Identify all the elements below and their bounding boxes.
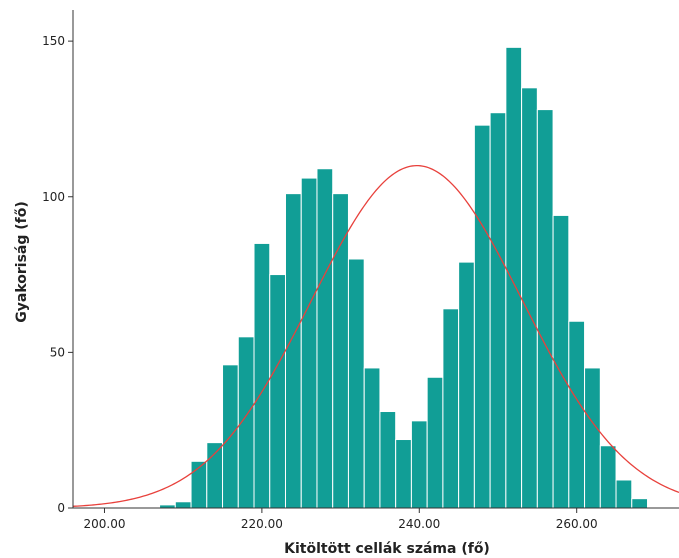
histogram-bar xyxy=(364,368,380,508)
histogram-bar xyxy=(553,215,569,508)
histogram-bar xyxy=(600,446,616,508)
histogram-bar xyxy=(537,110,553,508)
x-ticks-layer: 200.00 220.00 240.00 260.00 xyxy=(83,508,597,531)
histogram-bar xyxy=(348,259,364,508)
x-tick-label: 220.00 xyxy=(241,517,283,531)
histogram-bar xyxy=(569,321,585,508)
y-ticks-layer: 0 50 100 150 xyxy=(42,34,73,515)
bars-layer xyxy=(160,47,648,508)
y-tick-label: 150 xyxy=(42,34,65,48)
histogram-bar xyxy=(616,480,632,508)
histogram-bar xyxy=(490,113,506,508)
x-axis-title: Kitöltött cellák száma (fő) xyxy=(284,541,490,557)
histogram-bar xyxy=(301,178,317,508)
histogram-bar xyxy=(459,262,475,508)
histogram-bar xyxy=(506,47,522,508)
x-tick-label: 240.00 xyxy=(398,517,440,531)
y-axis-title: Gyakoriság (fő) xyxy=(14,201,30,323)
x-tick-label: 260.00 xyxy=(556,517,598,531)
histogram-bar xyxy=(474,125,490,508)
histogram-bar xyxy=(411,421,427,508)
histogram-bar xyxy=(396,440,412,508)
histogram-bar xyxy=(175,502,191,508)
histogram-bar xyxy=(427,377,443,508)
histogram-bar xyxy=(632,499,648,508)
histogram-bar xyxy=(207,443,223,508)
histogram-bar xyxy=(254,243,270,508)
histogram-bar xyxy=(317,169,333,508)
histogram-bar xyxy=(585,368,601,508)
y-tick-label: 50 xyxy=(50,345,65,359)
histogram-bar xyxy=(270,275,286,508)
histogram-bar xyxy=(333,194,349,508)
histogram-bar xyxy=(443,309,459,508)
histogram-bar xyxy=(285,194,301,508)
histogram-bar xyxy=(380,412,396,508)
y-tick-label: 0 xyxy=(57,501,65,515)
histogram-bar xyxy=(522,88,538,508)
y-tick-label: 100 xyxy=(42,190,65,204)
x-tick-label: 200.00 xyxy=(83,517,125,531)
